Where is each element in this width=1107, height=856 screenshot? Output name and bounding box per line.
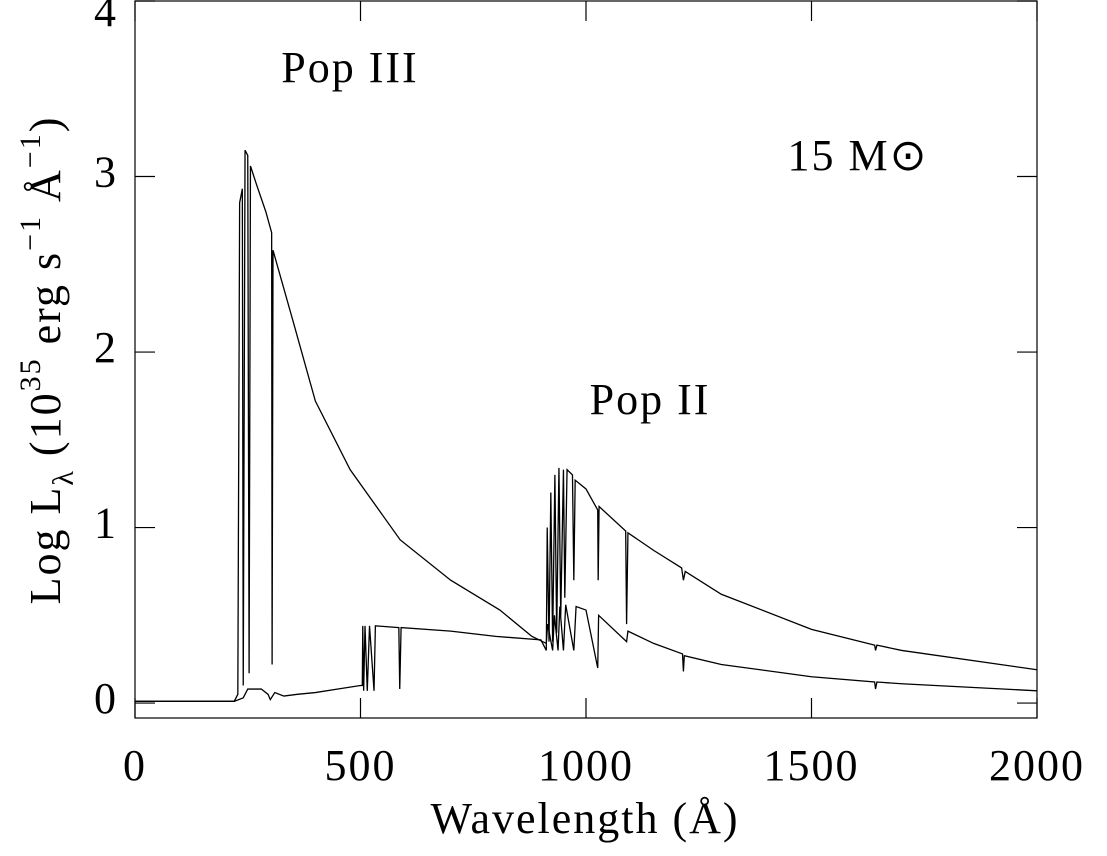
y-tick-label: 2 <box>94 323 118 372</box>
y-tick-label: 0 <box>94 674 118 723</box>
x-axis-label: Wavelength (Å) <box>430 794 739 843</box>
y-tick-label: 1 <box>94 499 118 548</box>
x-tick-label: 1000 <box>538 741 634 790</box>
series-label: Pop II <box>590 375 711 424</box>
y-axis-label: Log Lλ (1035 erg s−1 Å−1) <box>14 116 80 605</box>
y-tick-label: 4 <box>94 0 118 36</box>
y-label-part: −1 <box>14 132 47 168</box>
y-label-part: Log L <box>21 486 70 605</box>
x-tick-label: 0 <box>123 741 147 790</box>
y-label-part: Å <box>21 168 70 215</box>
series-label: Pop III <box>281 43 418 92</box>
y-label-part: −1 <box>14 215 47 251</box>
y-label-part: λ <box>47 469 80 486</box>
y-label-part: erg s <box>21 251 70 358</box>
annotation: 15 M⊙ <box>788 131 929 180</box>
series-line <box>135 149 1038 702</box>
y-tick-label: 3 <box>94 148 118 197</box>
x-tick-label: 1500 <box>764 741 860 790</box>
y-label-part: (10 <box>21 391 70 469</box>
series-line <box>135 467 1038 702</box>
y-label-part: ) <box>21 116 70 133</box>
x-tick-label: 2000 <box>989 741 1085 790</box>
x-tick-label: 500 <box>325 741 397 790</box>
y-label-part: 35 <box>14 357 47 391</box>
